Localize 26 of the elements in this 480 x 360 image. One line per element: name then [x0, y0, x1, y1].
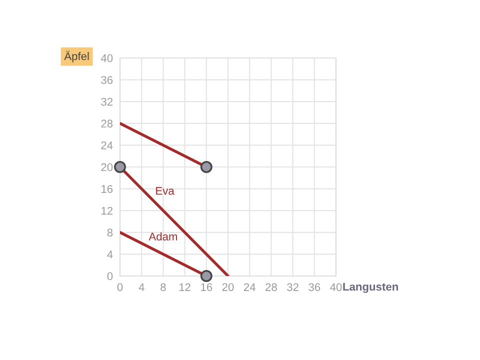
series-label: Eva	[156, 186, 174, 195]
x-tick-label: 4	[138, 283, 144, 291]
y-axis-title: Äpfel	[64, 50, 89, 62]
x-tick-label: 12	[179, 283, 190, 291]
y-tick-label: 0	[107, 272, 113, 280]
y-tick-label: 40	[100, 54, 113, 62]
y-tick-label: 32	[101, 98, 112, 106]
x-tick-label: 24	[244, 283, 256, 291]
x-axis-title: Langusten	[343, 282, 398, 293]
y-tick-label: 16	[102, 185, 113, 193]
y-tick-label: 28	[101, 120, 113, 128]
series-label: Adam	[148, 232, 177, 241]
x-tick-label: 8	[160, 283, 166, 292]
y-tick-label: 24	[101, 141, 113, 150]
x-tick-label: 16	[201, 283, 212, 292]
x-tick-label: 0	[117, 283, 123, 292]
y-tick-label: 20	[101, 163, 113, 172]
x-tick-label: 20	[222, 283, 234, 292]
y-tick-label: 12	[102, 206, 112, 215]
x-tick-label: 40	[330, 283, 342, 292]
x-tick-label: 36	[308, 283, 320, 292]
x-tick-label: 32	[287, 283, 298, 292]
x-tick-label: 28	[266, 283, 277, 292]
y-tick-label: 8	[107, 228, 113, 237]
y-tick-label: 4	[107, 250, 113, 258]
y-tick-label: 36	[101, 76, 113, 84]
